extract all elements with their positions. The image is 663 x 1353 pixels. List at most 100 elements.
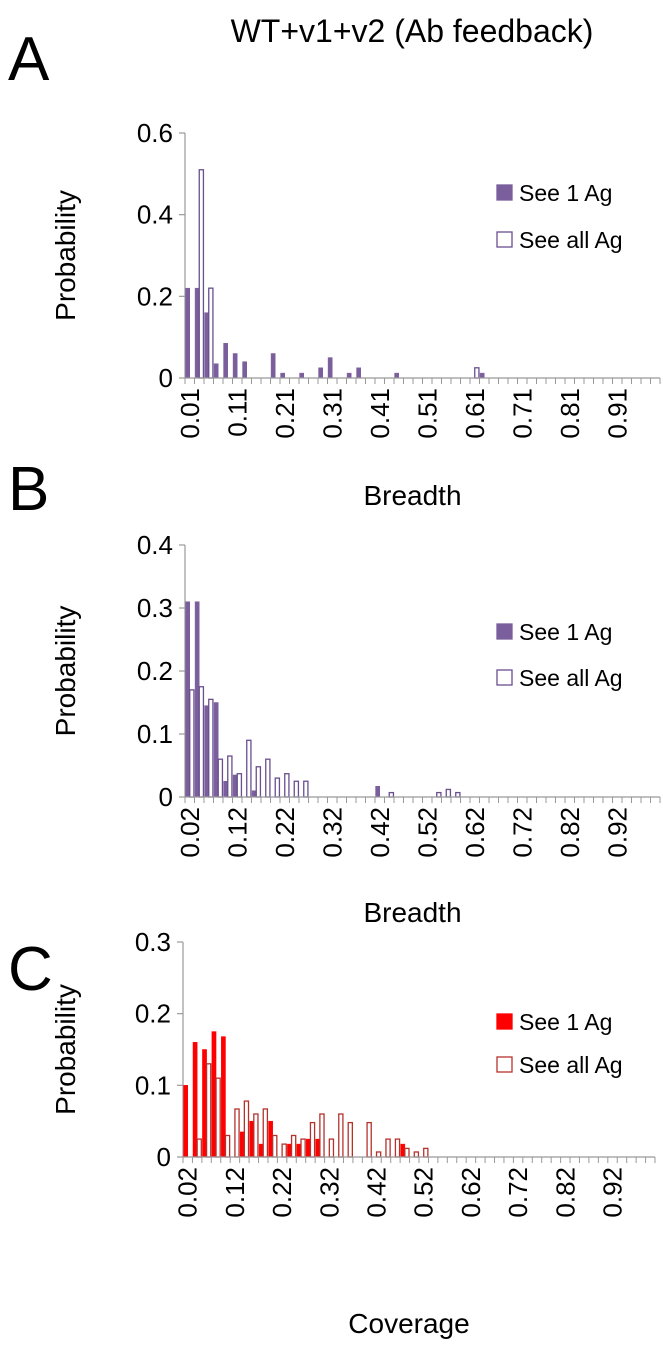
legend-label: See 1 Ag — [519, 180, 612, 206]
legend-swatch — [496, 1013, 513, 1030]
bar — [272, 1134, 278, 1158]
y-tick-label: 0.1 — [137, 719, 173, 749]
x-tick-label: 0.61 — [460, 388, 490, 439]
bar — [270, 353, 276, 379]
y-tick-label: 0.2 — [137, 656, 173, 686]
chart-title: WT+v1+v2 (Ab feedback) — [231, 13, 594, 49]
bar — [356, 367, 362, 379]
x-tick-label: 0.62 — [456, 1167, 486, 1218]
bar — [436, 791, 442, 798]
x-tick-label: 0.72 — [503, 1167, 533, 1218]
bar — [299, 372, 305, 379]
bar — [185, 287, 191, 379]
bar — [208, 698, 214, 798]
bar — [445, 788, 452, 798]
bar — [213, 363, 219, 379]
panel-letter: B — [8, 455, 49, 524]
bar — [479, 372, 485, 379]
legend-label: See 1 Ag — [519, 619, 612, 645]
x-tick-label: 0.22 — [267, 1167, 297, 1218]
bar — [474, 367, 480, 379]
y-tick-label: 0.3 — [135, 927, 171, 957]
x-tick-label: 0.31 — [317, 388, 347, 439]
legend-swatch — [496, 184, 513, 201]
bar — [217, 758, 224, 798]
y-tick-label: 0 — [159, 782, 173, 812]
x-tick-label: 0.92 — [598, 1167, 628, 1218]
x-tick-label: 0.82 — [550, 1167, 580, 1218]
x-tick-label: 0.21 — [270, 388, 300, 439]
legend-swatch — [496, 669, 513, 686]
bar — [319, 1113, 325, 1158]
x-tick-label: 0.11 — [222, 388, 252, 437]
y-axis-title: Probability — [50, 984, 81, 1115]
panel-letter: A — [8, 25, 50, 94]
bar — [243, 1100, 250, 1158]
bar — [347, 1121, 354, 1158]
bar — [284, 773, 290, 798]
x-tick-label: 0.62 — [460, 807, 490, 858]
bar — [394, 1138, 401, 1158]
bar — [224, 1134, 231, 1158]
bar — [242, 361, 248, 379]
bar — [328, 1138, 335, 1158]
x-axis-title: Breadth — [363, 897, 461, 928]
x-tick-label: 0.42 — [365, 807, 395, 858]
x-tick-label: 0.41 — [365, 388, 395, 439]
x-tick-label: 0.52 — [409, 1167, 439, 1218]
bar — [388, 791, 395, 798]
bar — [375, 786, 381, 798]
y-tick-label: 0.2 — [137, 281, 173, 311]
x-tick-label: 0.72 — [507, 807, 537, 858]
x-tick-label: 0.92 — [602, 807, 632, 858]
x-tick-label: 0.12 — [222, 807, 252, 858]
bar — [189, 689, 195, 798]
bar — [281, 1143, 287, 1158]
y-tick-label: 0.6 — [137, 118, 173, 148]
bar — [293, 780, 300, 798]
y-axis-title: Probability — [50, 190, 81, 321]
bar — [183, 1085, 188, 1158]
bar — [215, 1077, 221, 1158]
y-tick-label: 0.4 — [137, 200, 173, 230]
bar — [455, 791, 461, 798]
x-tick-label: 0.32 — [317, 807, 347, 858]
bar — [366, 1121, 372, 1158]
bar — [385, 1138, 391, 1158]
x-tick-label: 0.51 — [412, 388, 442, 439]
bar — [303, 780, 309, 798]
x-tick-label: 0.22 — [270, 807, 300, 858]
bar — [265, 758, 271, 798]
y-axis-title: Probability — [50, 606, 81, 737]
legend-swatch — [496, 623, 513, 640]
bar — [253, 1113, 259, 1158]
y-tick-label: 0 — [159, 363, 173, 393]
bar — [198, 686, 205, 798]
x-tick-label: 0.81 — [555, 388, 585, 439]
x-tick-label: 0.91 — [602, 388, 632, 439]
legend-label: See all Ag — [519, 227, 623, 253]
bar — [227, 755, 233, 798]
bar — [246, 739, 252, 798]
bar — [413, 1151, 420, 1158]
x-axis-title: Coverage — [348, 1308, 469, 1339]
bar — [338, 1113, 344, 1158]
panel-letter: C — [8, 935, 53, 1004]
bar — [198, 169, 205, 379]
x-tick-label: 0.02 — [175, 807, 205, 858]
legend-swatch — [496, 231, 513, 248]
bar — [375, 1151, 382, 1158]
bar — [234, 1108, 240, 1158]
bar — [262, 1108, 269, 1158]
bar — [280, 372, 286, 379]
bar — [208, 287, 214, 379]
x-tick-label: 0.52 — [412, 807, 442, 858]
bar — [404, 1147, 410, 1158]
bar — [318, 367, 324, 379]
bar — [255, 766, 262, 798]
bar — [196, 1138, 202, 1158]
legend-swatch — [496, 1056, 513, 1073]
bar — [236, 773, 243, 798]
